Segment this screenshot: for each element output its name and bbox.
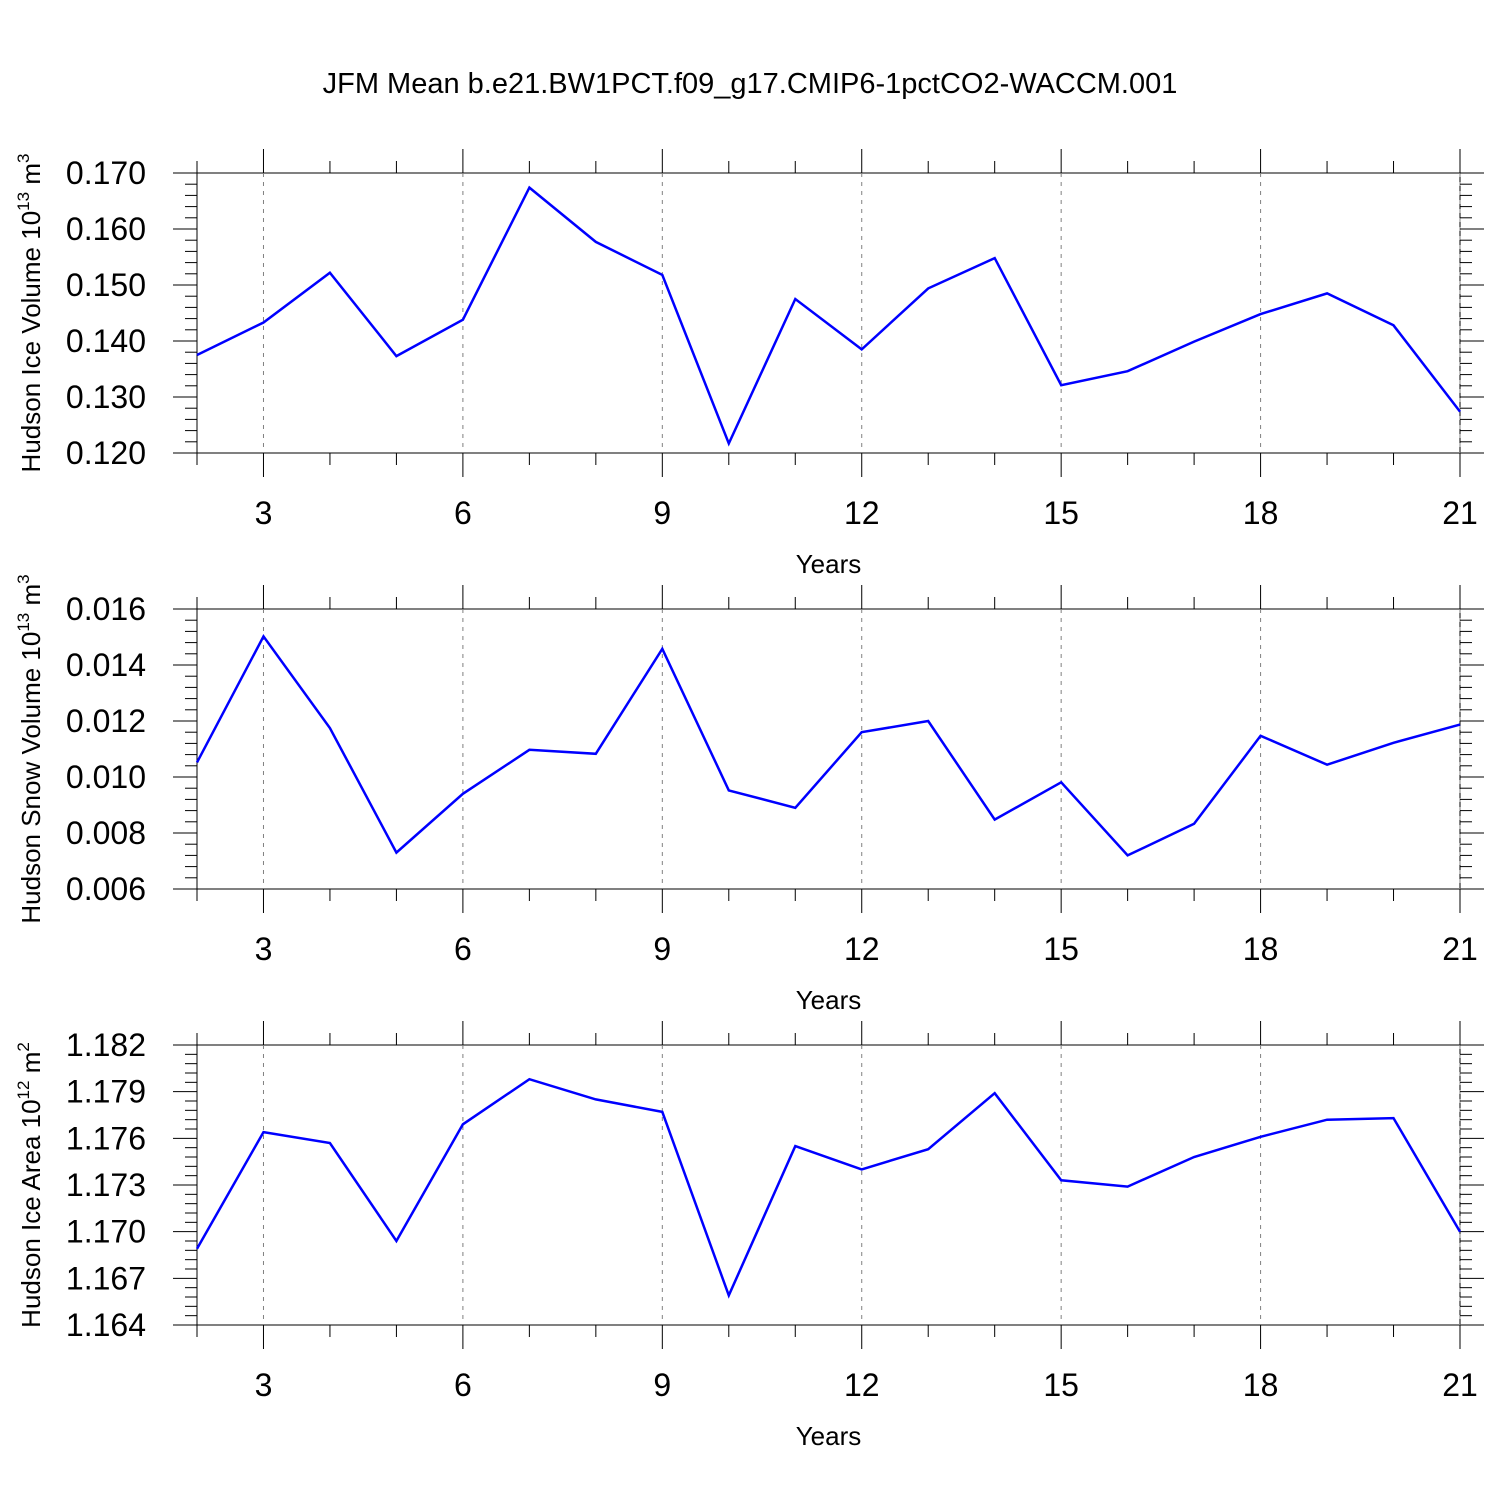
- series-line: [197, 188, 1460, 444]
- y-axis-label: Hudson Snow Volume 1013 m3: [14, 574, 46, 923]
- x-tick-label: 6: [454, 495, 472, 531]
- x-tick-label: 15: [1043, 931, 1079, 967]
- y-axis-label-unit-exponent: 2: [14, 1042, 33, 1051]
- y-tick-label: 1.164: [66, 1307, 146, 1343]
- y-axis-label: Hudson Ice Area 1012 m2: [14, 1042, 46, 1328]
- y-axis-label-text: Hudson Ice Area 10: [16, 1099, 46, 1327]
- x-tick-label: 3: [255, 1367, 273, 1403]
- y-tick-label: 0.170: [66, 155, 146, 191]
- x-tick-label: 9: [653, 931, 671, 967]
- x-tick-label: 3: [255, 931, 273, 967]
- y-tick-label: 1.179: [66, 1074, 146, 1110]
- y-tick-label: 1.182: [66, 1027, 146, 1063]
- x-tick-label: 18: [1243, 1367, 1279, 1403]
- plot-frame: [197, 173, 1460, 453]
- y-axis-label-unit: m: [16, 584, 46, 613]
- panel-ice-volume: 3 6 9 12 15 18 21 0.120 0.130 0.140 0.150 0.160 0.17…: [14, 149, 1484, 579]
- y-tick-label: 0.012: [66, 703, 146, 739]
- y-axis-label-unit: m: [16, 163, 46, 192]
- y-axis-label-exponent: 12: [14, 1081, 33, 1100]
- y-axis-label: Hudson Ice Volume 1013 m3: [14, 154, 46, 473]
- y-tick-label: 0.120: [66, 435, 146, 471]
- y-tick-label: 0.006: [66, 871, 146, 907]
- x-axis-label: Years: [796, 985, 862, 1015]
- x-tick-label: 21: [1442, 1367, 1478, 1403]
- x-tick-label: 21: [1442, 495, 1478, 531]
- x-tick-label: 18: [1243, 495, 1279, 531]
- y-tick-label: 1.167: [66, 1260, 146, 1296]
- plot-frame: [197, 1045, 1460, 1325]
- panel-ice-area: 3 6 9 12 15 18 21 1.164 1.167 1.170 1.173 1.176 1.17…: [14, 1021, 1484, 1451]
- x-tick-label: 12: [844, 1367, 880, 1403]
- y-tick-label: 1.173: [66, 1167, 146, 1203]
- series-line: [197, 1079, 1460, 1295]
- x-tick-label: 6: [454, 931, 472, 967]
- x-tick-label: 15: [1043, 1367, 1079, 1403]
- x-axis-label: Years: [796, 1421, 862, 1451]
- y-tick-label: 0.160: [66, 211, 146, 247]
- plot-frame: [197, 609, 1460, 889]
- y-tick-label: 0.008: [66, 815, 146, 851]
- x-tick-label: 21: [1442, 931, 1478, 967]
- y-axis-label-text: Hudson Snow Volume 10: [16, 632, 46, 924]
- y-tick-label: 0.140: [66, 323, 146, 359]
- y-tick-label: 0.016: [66, 591, 146, 627]
- x-tick-label: 9: [653, 1367, 671, 1403]
- x-tick-label: 15: [1043, 495, 1079, 531]
- y-tick-label: 0.014: [66, 647, 146, 683]
- y-tick-label: 0.010: [66, 759, 146, 795]
- x-tick-label: 18: [1243, 931, 1279, 967]
- x-tick-label: 9: [653, 495, 671, 531]
- y-axis-label-unit-exponent: 3: [14, 154, 33, 163]
- y-axis-label-exponent: 13: [14, 192, 33, 211]
- y-tick-label: 1.176: [66, 1120, 146, 1156]
- x-tick-label: 3: [255, 495, 273, 531]
- y-axis-label-exponent: 13: [14, 613, 33, 632]
- y-axis-label-unit-exponent: 3: [14, 574, 33, 583]
- x-tick-label: 6: [454, 1367, 472, 1403]
- series-line: [197, 636, 1460, 855]
- y-axis-label-unit: m: [16, 1052, 46, 1081]
- x-tick-label: 12: [844, 495, 880, 531]
- panel-snow-volume: 3 6 9 12 15 18 21 0.006 0.008 0.010 0.012 0.014 0.01…: [14, 574, 1484, 1015]
- y-tick-label: 1.170: [66, 1214, 146, 1250]
- x-tick-label: 12: [844, 931, 880, 967]
- x-axis-label: Years: [796, 549, 862, 579]
- y-tick-label: 0.150: [66, 267, 146, 303]
- y-axis-label-text: Hudson Ice Volume 10: [16, 211, 46, 473]
- y-tick-label: 0.130: [66, 379, 146, 415]
